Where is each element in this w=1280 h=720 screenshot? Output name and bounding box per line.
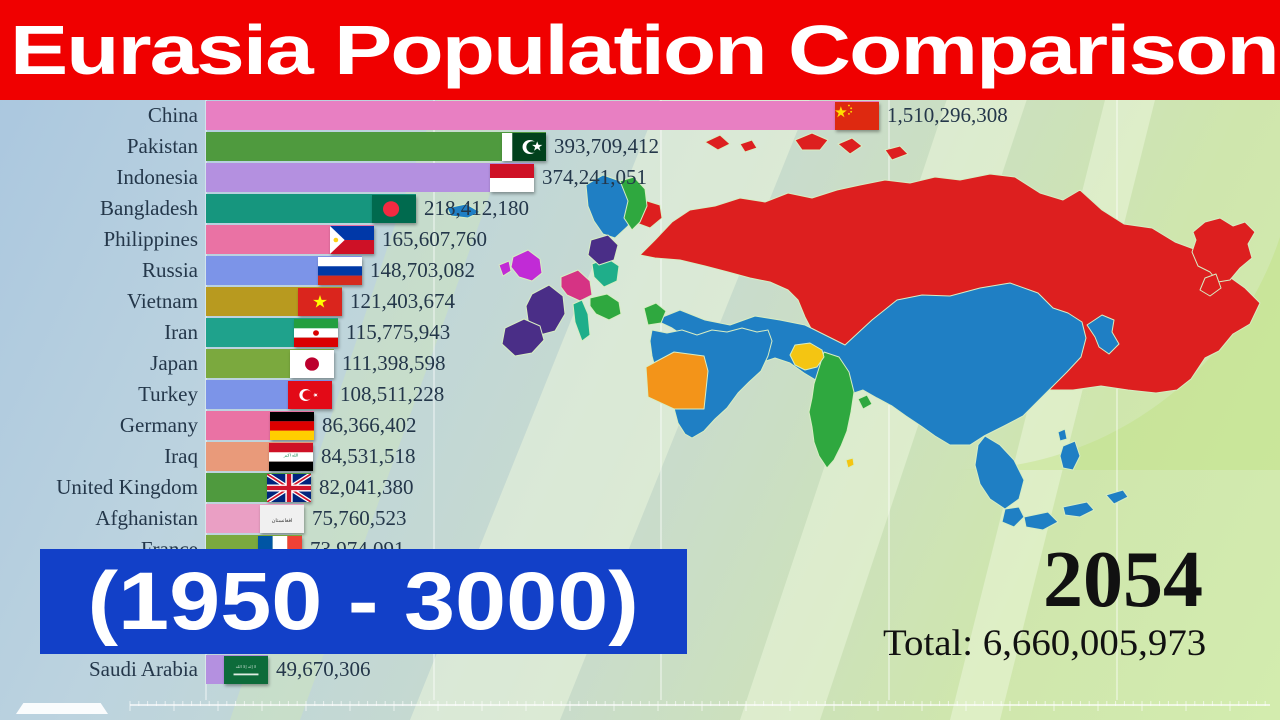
svg-text:الله اكبر: الله اكبر	[283, 452, 299, 457]
svg-text:افغانستان: افغانستان	[272, 518, 293, 524]
